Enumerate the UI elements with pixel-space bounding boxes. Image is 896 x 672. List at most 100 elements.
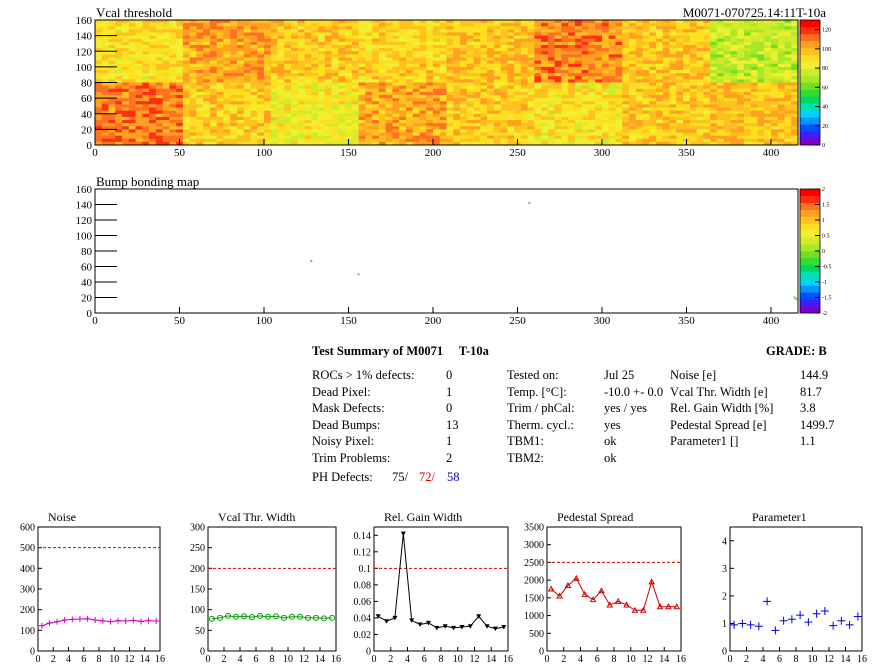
vcal-map-cell xyxy=(216,66,224,71)
vcal-map-cell xyxy=(757,129,765,133)
vcal-map-cell xyxy=(676,51,684,55)
vcal-map-cell xyxy=(263,132,272,137)
vcal-map-cell xyxy=(716,110,725,115)
vcal-map-cell xyxy=(108,104,116,108)
vcal-map-cell xyxy=(351,48,360,52)
vcal-map-cell xyxy=(318,66,326,71)
vcal-map-cell xyxy=(223,54,231,58)
vcal-map-cell xyxy=(385,104,393,108)
vcal-map-cell xyxy=(514,76,522,80)
vcal-map-cell xyxy=(101,126,109,130)
vcal-map-cell xyxy=(689,60,698,65)
data-point xyxy=(241,613,247,620)
vcal-map-cell xyxy=(162,70,170,74)
vcal-map-cell xyxy=(466,129,474,133)
vcal-map-cell xyxy=(608,138,616,143)
vcal-map-cell xyxy=(629,66,637,71)
vcal-map-cell xyxy=(656,138,664,143)
vcal-map-cell xyxy=(514,88,522,93)
vcal-map-cell xyxy=(743,113,752,118)
vcal-map-cell xyxy=(432,20,441,24)
vcal-map-cell xyxy=(169,29,177,33)
vcal-map-cell xyxy=(595,32,603,37)
vcal-map-cell xyxy=(405,107,414,112)
vcal-map-cell xyxy=(182,82,191,87)
vcal-map-cell xyxy=(176,70,184,74)
vcal-map-cell xyxy=(324,70,332,74)
vcal-map-cell xyxy=(236,132,245,137)
vcal-map-cell xyxy=(541,54,549,58)
vcal-map-cell xyxy=(534,76,542,80)
vcal-map-cell xyxy=(757,45,765,49)
vcal-map-cell xyxy=(493,23,501,27)
vcal-map-cell xyxy=(527,73,535,77)
vcal-map-cell xyxy=(115,51,123,55)
vcal-map-cell xyxy=(311,132,319,137)
vcal-map-cell xyxy=(189,110,197,115)
vcal-map-cell xyxy=(223,66,231,71)
vcal-map-cell xyxy=(169,107,177,112)
data-point xyxy=(69,616,76,623)
colorbar-swatch xyxy=(800,237,820,245)
vcal-map-cell xyxy=(527,82,535,87)
vcal-map-cell xyxy=(541,57,549,62)
vcal-map-cell xyxy=(770,85,779,90)
vcal-map-cell xyxy=(182,91,191,96)
vcal-map-cell xyxy=(723,35,731,40)
vcal-map-cell xyxy=(250,98,258,102)
vcal-map-cell xyxy=(419,57,427,62)
vcal-map-cell xyxy=(122,26,130,30)
vcal-map-cell xyxy=(608,66,616,71)
vcal-map-cell xyxy=(649,129,657,133)
vcal-map-cell xyxy=(723,129,731,133)
vcal-map-cell xyxy=(460,135,468,140)
y-tick-label: 0.1 xyxy=(359,564,372,575)
vcal-map-cell xyxy=(101,138,109,143)
vcal-map-cell xyxy=(196,85,204,90)
vcal-map-cell xyxy=(331,45,339,49)
vcal-map-cell xyxy=(236,123,245,127)
vcal-map-cell xyxy=(277,26,285,30)
vcal-map-cell xyxy=(676,76,684,80)
x-tick-label: 0 xyxy=(92,315,98,327)
vcal-map-cell xyxy=(230,88,238,93)
vcal-map-cell xyxy=(446,41,454,46)
vcal-map-cell xyxy=(622,54,630,58)
vcal-map-cell xyxy=(216,104,224,108)
vcal-map-cell xyxy=(453,101,461,105)
vcal-map-cell xyxy=(230,104,238,108)
vcal-map-cell xyxy=(263,29,272,33)
condition-value: yes / yes xyxy=(604,401,648,415)
vcal-map-cell xyxy=(493,101,501,105)
vcal-map-cell xyxy=(581,123,589,127)
vcal-map-cell xyxy=(392,107,400,112)
vcal-map-cell xyxy=(324,32,332,37)
vcal-map-cell xyxy=(568,45,576,49)
vcal-map-cell xyxy=(108,26,116,30)
vcal-map-cell xyxy=(196,63,204,68)
vcal-map-cell xyxy=(196,54,204,58)
vcal-map-cell xyxy=(608,95,616,99)
vcal-map-cell xyxy=(338,79,346,83)
vcal-map-cell xyxy=(203,51,211,55)
vcal-map-cell xyxy=(466,66,474,71)
vcal-map-cell xyxy=(392,104,400,108)
vcal-map-cell xyxy=(615,29,623,33)
vcal-map-cell xyxy=(487,138,495,143)
vcal-map-cell xyxy=(405,123,414,127)
vcal-map-cell xyxy=(399,91,407,96)
vcal-map-cell xyxy=(500,60,508,65)
colorbar-tick-label: 0 xyxy=(822,249,825,255)
vcal-map-cell xyxy=(622,129,630,133)
vcal-map-cell xyxy=(345,29,353,33)
vcal-map-cell xyxy=(689,135,698,140)
vcal-map-cell xyxy=(730,110,738,115)
vcal-map-cell xyxy=(520,88,529,93)
vcal-map-cell xyxy=(710,126,718,130)
vcal-map-cell xyxy=(378,45,387,49)
vcal-map-cell xyxy=(629,104,637,108)
vcal-map-cell xyxy=(338,45,346,49)
vcal-map-cell xyxy=(743,26,752,30)
vcal-map-cell xyxy=(196,95,204,99)
x-tick-label: 8 xyxy=(612,654,617,665)
